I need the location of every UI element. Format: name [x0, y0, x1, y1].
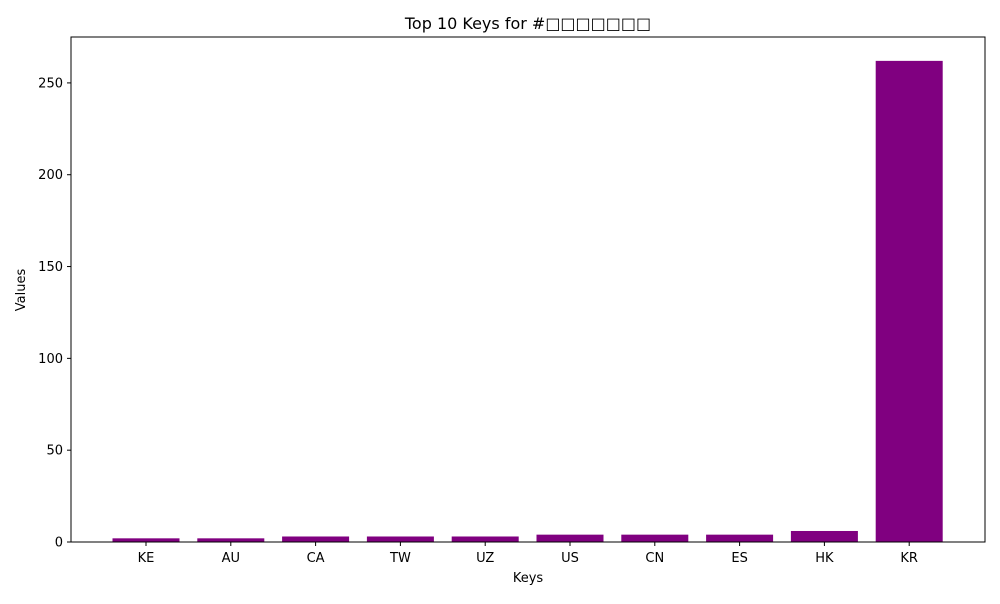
x-tick-label: KR	[900, 551, 918, 566]
y-tick-label: 0	[55, 536, 63, 551]
y-tick-label: 100	[38, 352, 63, 367]
x-tick-label: ES	[731, 551, 747, 566]
y-axis-label: Values	[14, 269, 29, 312]
bars-group	[112, 60, 943, 543]
x-tick-label: UZ	[476, 551, 494, 566]
x-tick-label: TW	[389, 551, 411, 566]
bar-ke	[112, 538, 180, 542]
plot-frame	[70, 36, 986, 543]
y-tick-label: 150	[38, 260, 63, 275]
bar-tw	[366, 536, 434, 542]
y-tick-label: 200	[38, 168, 63, 183]
bar-es	[706, 534, 774, 542]
bar-us	[536, 534, 604, 542]
bar-uz	[451, 536, 519, 542]
x-tick-label: AU	[222, 551, 240, 566]
x-tick-label: US	[561, 551, 579, 566]
bar-cn	[621, 534, 689, 542]
bar-kr	[875, 60, 943, 543]
chart-title: Top 10 Keys for #□□□□□□□	[404, 14, 651, 33]
bar-au	[197, 538, 265, 542]
y-ticks-group: 0 50 100 150 200 250	[38, 76, 71, 551]
bar-hk	[790, 530, 858, 542]
x-tick-label: CA	[307, 551, 325, 566]
x-ticks-group: KE AU CA TW UZ US CN ES HK KR	[138, 542, 918, 566]
x-tick-label: CN	[645, 551, 664, 566]
bar-ca	[282, 536, 350, 542]
x-axis-label: Keys	[513, 571, 544, 586]
x-tick-label: HK	[815, 551, 834, 566]
x-tick-label: KE	[138, 551, 155, 566]
y-tick-label: 250	[38, 76, 63, 91]
y-tick-label: 50	[46, 444, 63, 459]
